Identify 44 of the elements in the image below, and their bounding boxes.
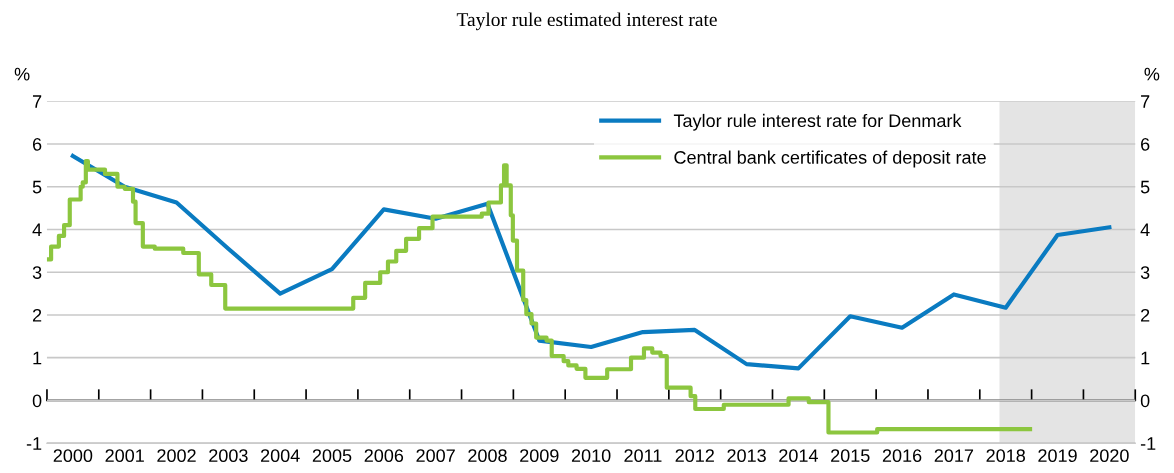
x-tick-label: 2018 — [986, 449, 1025, 463]
x-tick-label: 2007 — [416, 449, 455, 463]
y2-tick-label: 0 — [1140, 394, 1150, 408]
x-tick-label: 2020 — [1090, 449, 1129, 463]
x-tick-label: 2006 — [364, 449, 404, 463]
legend-label: Taylor rule interest rate for Denmark — [673, 113, 962, 131]
x-tick-label: 2011 — [624, 449, 662, 463]
x-tick-label: 2000 — [53, 449, 93, 463]
y2-tick-label: 4 — [1140, 223, 1150, 237]
y2-tick-label: 5 — [1140, 180, 1150, 194]
x-tick-label: 2014 — [779, 449, 818, 463]
x-tick-label: 2019 — [1038, 449, 1077, 463]
y2-tick-label: -1 — [1140, 437, 1156, 450]
x-tick-label: 2005 — [312, 449, 352, 463]
y-tick-label: 5 — [32, 180, 42, 194]
x-tick-label: 2003 — [209, 449, 248, 463]
x-tick-label: 2015 — [831, 449, 870, 463]
y2-axis-title: % — [1144, 67, 1160, 81]
x-tick-label: 2013 — [727, 449, 766, 463]
x-tick-label: 2009 — [520, 449, 559, 463]
y2-tick-label: 2 — [1141, 308, 1150, 322]
y-tick-label: 3 — [32, 266, 42, 279]
x-tick-label: 2008 — [468, 449, 507, 463]
x-tick-label: 2004 — [260, 449, 300, 463]
x-tick-label: 2001 — [105, 449, 144, 463]
x-tick-label: 2016 — [882, 449, 922, 463]
y-tick-label: 6 — [32, 137, 42, 151]
y-tick-label: 4 — [32, 223, 42, 237]
y2-tick-label: 7 — [1141, 95, 1150, 108]
y-tick-label: -1 — [26, 437, 42, 450]
y-tick-label: 1 — [33, 351, 42, 365]
y2-tick-label: 6 — [1141, 137, 1150, 151]
x-tick-label: 2002 — [157, 449, 196, 463]
y-tick-label: 2 — [32, 308, 42, 322]
y-tick-label: 0 — [32, 394, 42, 408]
x-tick-label: 2010 — [571, 449, 611, 463]
x-tick-label: 2012 — [675, 449, 714, 463]
y2-tick-label: 3 — [1140, 266, 1150, 279]
y2-tick-label: 1 — [1141, 351, 1150, 365]
legend-label: Central bank certificates of deposit rate — [674, 150, 986, 168]
y-axis-title: % — [14, 67, 30, 81]
y-tick-label: 7 — [32, 95, 42, 108]
x-tick-label: 2017 — [934, 449, 974, 463]
chart-title: Taylor rule estimated interest rate — [456, 12, 717, 31]
